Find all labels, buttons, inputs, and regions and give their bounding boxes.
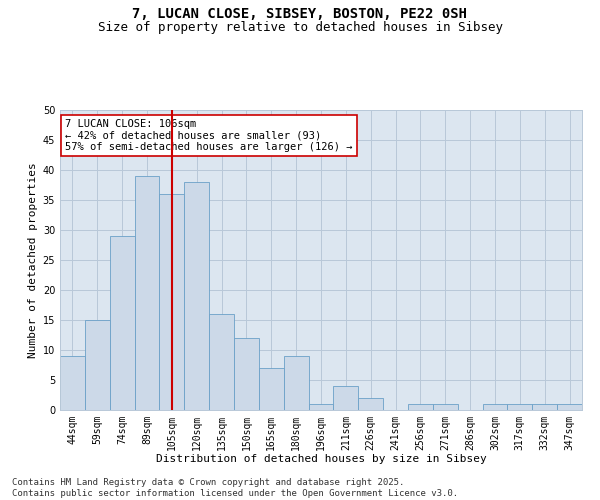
Bar	[508, 404, 532, 410]
Text: Size of property relative to detached houses in Sibsey: Size of property relative to detached ho…	[97, 21, 503, 34]
Bar	[532, 404, 557, 410]
Bar	[334, 386, 358, 410]
Bar	[60, 356, 85, 410]
Bar	[160, 194, 184, 410]
Bar	[259, 368, 284, 410]
Bar	[134, 176, 160, 410]
Bar	[209, 314, 234, 410]
X-axis label: Distribution of detached houses by size in Sibsey: Distribution of detached houses by size …	[155, 454, 487, 464]
Bar	[284, 356, 308, 410]
Bar	[110, 236, 134, 410]
Bar	[358, 398, 383, 410]
Text: Contains HM Land Registry data © Crown copyright and database right 2025.
Contai: Contains HM Land Registry data © Crown c…	[12, 478, 458, 498]
Bar	[308, 404, 334, 410]
Y-axis label: Number of detached properties: Number of detached properties	[28, 162, 38, 358]
Bar	[557, 404, 582, 410]
Bar	[234, 338, 259, 410]
Bar	[184, 182, 209, 410]
Bar	[482, 404, 508, 410]
Bar	[408, 404, 433, 410]
Text: 7, LUCAN CLOSE, SIBSEY, BOSTON, PE22 0SH: 7, LUCAN CLOSE, SIBSEY, BOSTON, PE22 0SH	[133, 8, 467, 22]
Text: 7 LUCAN CLOSE: 106sqm
← 42% of detached houses are smaller (93)
57% of semi-deta: 7 LUCAN CLOSE: 106sqm ← 42% of detached …	[65, 119, 353, 152]
Bar	[85, 320, 110, 410]
Bar	[433, 404, 458, 410]
